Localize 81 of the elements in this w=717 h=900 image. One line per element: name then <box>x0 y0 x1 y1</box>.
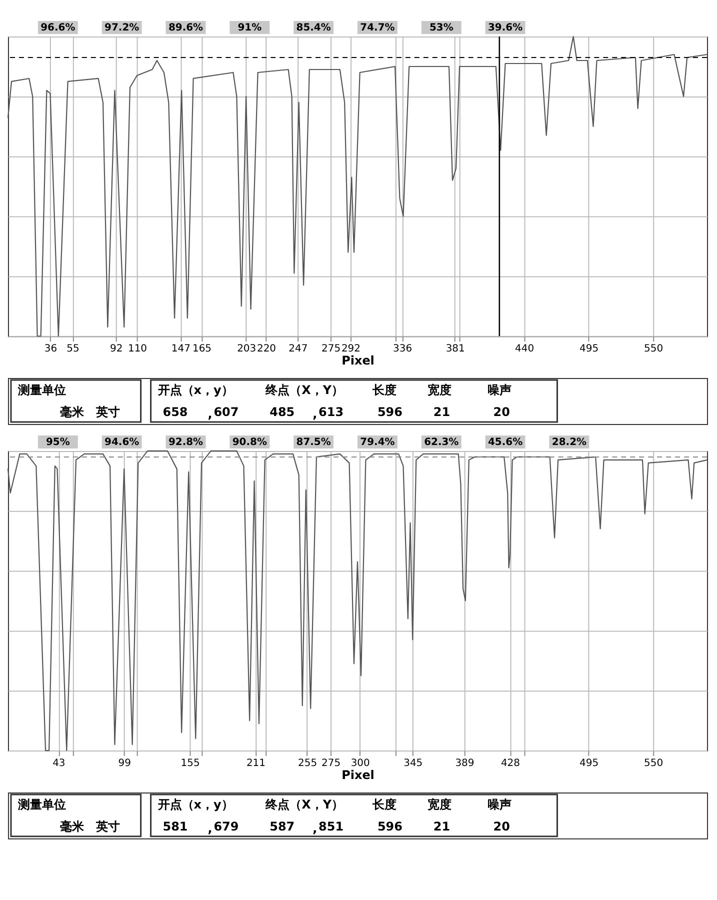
x-tick-label: 55 <box>66 344 80 355</box>
text: 85.4% <box>296 22 331 34</box>
text: 607 <box>214 405 239 420</box>
text: 英寸 <box>94 405 120 420</box>
text: 测量单位 <box>16 383 66 398</box>
text: , <box>208 821 212 836</box>
x-tick-label: 110 <box>128 344 148 355</box>
text: 679 <box>214 819 239 834</box>
x-axis-title: Pixel <box>342 354 374 368</box>
text: 21 <box>433 405 450 420</box>
x-tick-label: 345 <box>404 758 423 770</box>
x-tick-label: 155 <box>180 758 200 770</box>
x-tick-label: 92 <box>110 344 123 355</box>
text: 581 <box>162 819 188 834</box>
text: 39.6% <box>488 22 523 34</box>
text: 92.8% <box>168 436 204 448</box>
text: 20 <box>493 819 510 834</box>
x-tick-label: 389 <box>455 758 474 770</box>
text: 91% <box>238 22 262 34</box>
text: 21 <box>433 819 450 834</box>
x-tick-label: 550 <box>644 344 664 355</box>
text: 噪声 <box>487 797 512 812</box>
x-tick-label: 275 <box>322 758 341 770</box>
text: 95% <box>46 436 70 448</box>
x-tick-label: 300 <box>350 758 370 770</box>
x-tick-label: 247 <box>288 344 308 355</box>
text: , <box>208 407 212 422</box>
text: 开点（x，y） <box>156 383 234 398</box>
x-tick-label: 495 <box>580 344 599 355</box>
text: 45.6% <box>488 436 523 448</box>
text: 终点（X，Y） <box>264 797 344 812</box>
text: 587 <box>270 819 295 834</box>
x-tick-label: 275 <box>322 344 341 355</box>
x-tick-label: 336 <box>393 344 412 355</box>
text: 62.3% <box>424 436 459 448</box>
x-tick-label: 550 <box>644 758 664 770</box>
x-tick-label: 381 <box>446 344 465 355</box>
text: 长度 <box>371 383 396 398</box>
text: 596 <box>377 405 402 420</box>
x-tick-label: 99 <box>118 758 131 770</box>
x-tick-label: 220 <box>257 344 276 355</box>
x-tick-label: 36 <box>44 344 58 355</box>
text: 20 <box>493 405 510 420</box>
text: , <box>312 407 318 422</box>
text: 94.6% <box>104 436 140 448</box>
x-tick-label: 211 <box>246 758 266 770</box>
x-tick-label: 440 <box>515 344 534 355</box>
x-tick-label: 255 <box>298 758 318 770</box>
x-tick-label: 165 <box>192 344 212 355</box>
text: 终点（X，Y） <box>264 383 344 398</box>
text: 开点（x，y） <box>156 797 234 812</box>
x-tick-label: 292 <box>341 344 360 355</box>
text: 毫米 <box>60 405 85 420</box>
text: 79.4% <box>360 436 395 448</box>
text: 851 <box>318 819 344 834</box>
text: 宽度 <box>427 797 452 812</box>
x-tick-label: 428 <box>500 758 520 770</box>
text: 485 <box>270 405 295 420</box>
x-axis-title: Pixel <box>342 768 374 782</box>
text: 658 <box>162 405 188 420</box>
text: 测量单位 <box>16 797 66 812</box>
x-tick-label: 203 <box>237 344 256 355</box>
text: , <box>312 821 318 836</box>
text: 53% <box>429 22 454 34</box>
text: 596 <box>377 819 402 834</box>
text: 97.2% <box>104 22 140 34</box>
x-tick-label: 147 <box>171 344 190 355</box>
text: 28.2% <box>552 436 587 448</box>
text: 宽度 <box>427 383 452 398</box>
text: 613 <box>318 405 344 420</box>
text: 噪声 <box>487 383 512 398</box>
text: 74.7% <box>360 22 395 34</box>
text: 89.6% <box>168 22 204 34</box>
text: 毫米 <box>60 819 85 834</box>
text: 87.5% <box>296 436 331 448</box>
x-tick-label: 43 <box>52 758 66 770</box>
text: 长度 <box>371 797 396 812</box>
x-tick-label: 495 <box>580 758 599 770</box>
text: 英寸 <box>94 819 120 834</box>
text: 96.6% <box>40 22 76 34</box>
text: 90.8% <box>232 436 267 448</box>
